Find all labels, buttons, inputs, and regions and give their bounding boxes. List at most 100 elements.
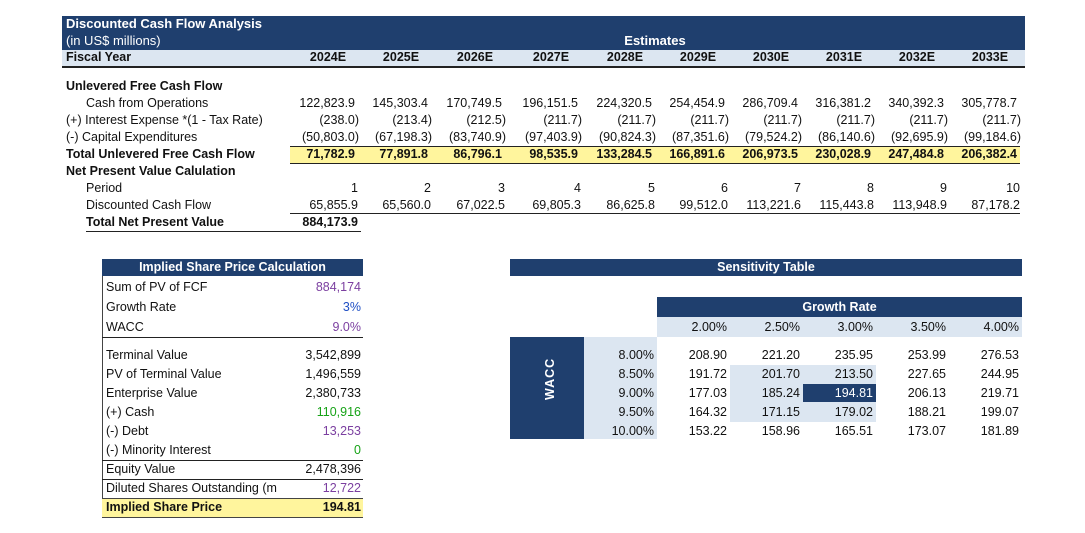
wacc-rate-value: 9.00% (618, 386, 654, 400)
period-value: 6 (721, 181, 728, 195)
ufcf-total-value: 86,796.1 (453, 147, 502, 161)
share-price-row-label: Equity Value (106, 462, 176, 476)
sensitivity-value: 181.89 (980, 424, 1019, 438)
share-price-row-value: 9.0% (332, 320, 362, 334)
sensitivity-value: 158.96 (761, 424, 800, 438)
sensitivity-title: Sensitivity Table (510, 259, 1022, 276)
ufcf-value: 305,778.7 (961, 96, 1017, 110)
divider (102, 460, 363, 461)
sensitivity-value: 253.99 (907, 348, 946, 362)
share-price-row-label: Growth Rate (106, 300, 177, 314)
ufcf-value: 196,151.5 (522, 96, 578, 110)
dcf-value: 113,948.9 (892, 198, 947, 212)
year-header: 2031E (825, 50, 863, 64)
dcf-value: 86,625.8 (606, 198, 655, 212)
ufcf-total-label: Total Unlevered Free Cash Flow (66, 147, 255, 161)
ufcf-value: (99,184.6) (964, 130, 1021, 144)
ufcf-total-value: 206,973.5 (742, 147, 798, 161)
share-price-row-value: 12,722 (322, 481, 361, 495)
sensitivity-value: 213.50 (834, 367, 873, 381)
year-header: 2027E (532, 50, 570, 64)
sensitivity-value: 235.95 (834, 348, 873, 362)
share-price-row-label: (-) Minority Interest (106, 443, 211, 457)
share-price-result-highlight (102, 498, 363, 518)
divider (102, 479, 363, 480)
sensitivity-value: 244.95 (980, 367, 1019, 381)
growth-rate-value: 3.00% (837, 320, 873, 334)
ufcf-value: (211.7) (617, 113, 656, 127)
page-subtitle: (in US$ millions) (66, 33, 161, 48)
sensitivity-value: 199.07 (980, 405, 1019, 419)
period-value: 3 (498, 181, 505, 195)
sensitivity-value: 185.24 (761, 386, 800, 400)
sensitivity-value: 188.21 (907, 405, 946, 419)
sensitivity-value: 208.90 (688, 348, 727, 362)
ufcf-total-value: 166,891.6 (669, 147, 725, 161)
ufcf-total-value: 77,891.8 (379, 147, 428, 161)
period-label: Period (86, 181, 123, 195)
ufcf-value: (213.4) (392, 113, 432, 127)
period-value: 4 (574, 181, 581, 195)
fiscal-year-label: Fiscal Year (66, 50, 132, 64)
dcf-value: 87,178.2 (971, 198, 1020, 212)
ufcf-total-value: 247,484.8 (888, 147, 944, 161)
ufcf-row-label: Cash from Operations (86, 96, 209, 110)
ufcf-section-label: Unlevered Free Cash Flow (66, 79, 223, 93)
dcf-value: 65,560.0 (382, 198, 431, 212)
ufcf-total-highlight (290, 146, 1020, 163)
ufcf-value: 224,320.5 (596, 96, 652, 110)
ufcf-value: (87,351.6) (672, 130, 729, 144)
share-price-row-label: Enterprise Value (106, 386, 198, 400)
wacc-rates-band (584, 337, 657, 439)
share-price-row-label: (+) Cash (106, 405, 155, 419)
dcf-value: 113,221.6 (746, 198, 801, 212)
page-title: Discounted Cash Flow Analysis (66, 16, 263, 31)
sensitivity-value: 276.53 (980, 348, 1019, 362)
year-header: 2032E (898, 50, 936, 64)
ufcf-value: (97,403.9) (525, 130, 582, 144)
dcf-value: 65,855.9 (309, 198, 358, 212)
dcf-value: 99,512.0 (679, 198, 728, 212)
dcf-value: 69,805.3 (532, 198, 581, 212)
period-value: 7 (794, 181, 801, 195)
ufcf-value: (83,740.9) (449, 130, 506, 144)
growth-rate-value: 3.50% (910, 320, 946, 334)
growth-rate-value: 4.00% (983, 320, 1019, 334)
growth-rates-band (657, 317, 1022, 337)
wacc-rate-value: 8.00% (618, 348, 654, 362)
dcf-label: Discounted Cash Flow (86, 198, 212, 212)
period-value: 1 (351, 181, 358, 195)
year-header: 2024E (309, 50, 347, 64)
sensitivity-value: 171.15 (761, 405, 800, 419)
sensitivity-value: 173.07 (907, 424, 946, 438)
ufcf-value: (86,140.6) (818, 130, 875, 144)
sensitivity-value: 179.02 (834, 405, 873, 419)
wacc-rate-value: 9.50% (618, 405, 654, 419)
sensitivity-value: 227.65 (907, 367, 946, 381)
wacc-rate-value: 10.00% (611, 424, 654, 438)
ufcf-value: (211.7) (763, 113, 802, 127)
sensitivity-value: 201.70 (761, 367, 800, 381)
ufcf-value: (211.7) (690, 113, 729, 127)
ufcf-total-value: 133,284.5 (596, 147, 652, 161)
ufcf-total-value: 206,382.4 (961, 147, 1017, 161)
period-value: 2 (424, 181, 431, 195)
wacc-rate-value: 8.50% (618, 367, 654, 381)
year-header: 2028E (606, 50, 644, 64)
fiscal-year-band (62, 50, 1025, 66)
implied-share-price-label: Implied Share Price (106, 500, 223, 514)
ufcf-value: 170,749.5 (446, 96, 502, 110)
ufcf-row-label: (-) Capital Expenditures (66, 130, 198, 144)
share-price-row-value: 2,478,396 (305, 462, 361, 476)
ufcf-value: 122,823.9 (299, 96, 355, 110)
sensitivity-value: 206.13 (907, 386, 946, 400)
ufcf-value: (211.7) (982, 113, 1021, 127)
wacc-vertical-label: WACC (543, 357, 557, 400)
ufcf-value: (238.0) (319, 113, 359, 127)
share-price-row-value: 2,380,733 (305, 386, 361, 400)
share-price-title: Implied Share Price Calculation (102, 259, 363, 276)
year-header: 2025E (382, 50, 420, 64)
sensitivity-value: 191.72 (688, 367, 727, 381)
period-value: 8 (867, 181, 874, 195)
base-case-value: 194.81 (834, 386, 873, 400)
